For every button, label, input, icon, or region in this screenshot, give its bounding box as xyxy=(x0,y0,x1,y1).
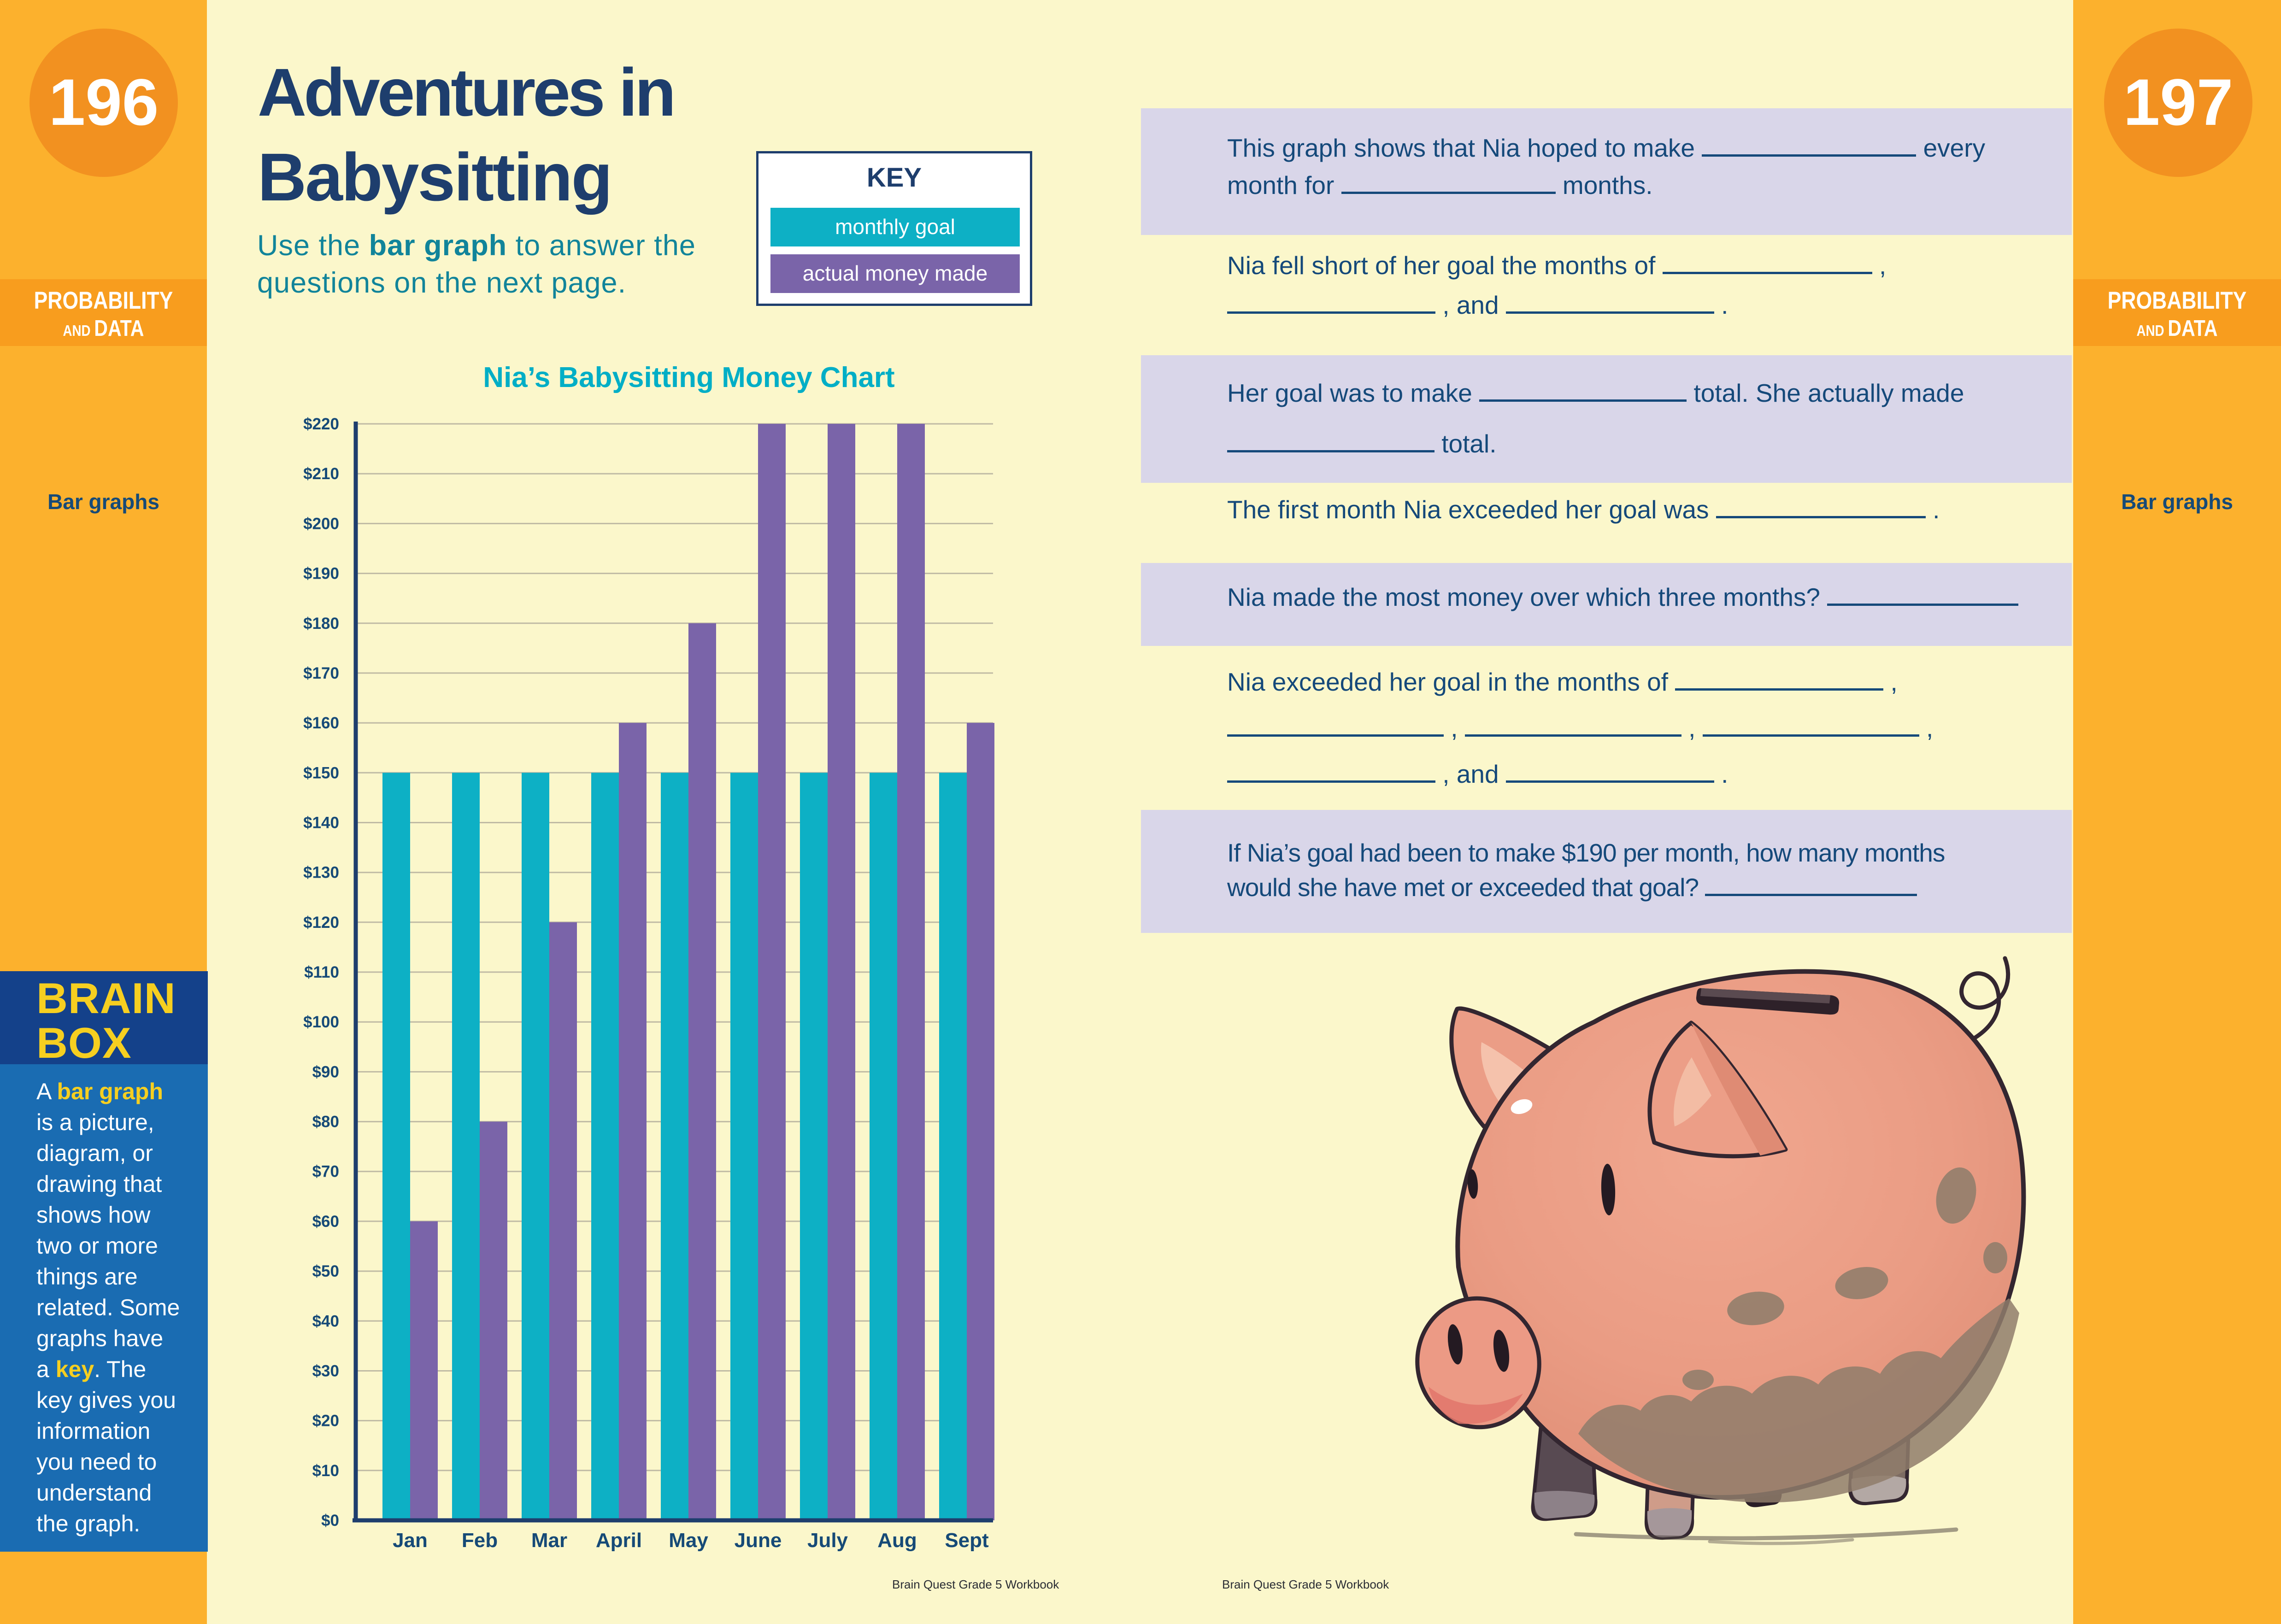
svg-text:Sept: Sept xyxy=(945,1529,989,1552)
svg-text:$110: $110 xyxy=(304,963,339,981)
svg-text:$200: $200 xyxy=(303,515,339,533)
svg-text:$20: $20 xyxy=(312,1412,339,1430)
svg-text:Jan: Jan xyxy=(393,1529,428,1552)
svg-text:June: June xyxy=(735,1529,782,1552)
svg-text:$150: $150 xyxy=(303,764,339,782)
svg-text:$120: $120 xyxy=(303,914,339,932)
svg-text:$10: $10 xyxy=(312,1462,339,1480)
svg-text:$220: $220 xyxy=(303,415,339,433)
svg-text:$100: $100 xyxy=(303,1013,339,1031)
svg-text:$170: $170 xyxy=(303,664,339,682)
svg-text:$160: $160 xyxy=(303,714,339,732)
svg-text:$0: $0 xyxy=(321,1512,339,1530)
svg-text:$70: $70 xyxy=(312,1163,339,1181)
svg-text:$190: $190 xyxy=(303,565,339,583)
svg-text:$130: $130 xyxy=(303,864,339,882)
svg-text:Feb: Feb xyxy=(462,1529,498,1552)
svg-text:$60: $60 xyxy=(312,1213,339,1231)
svg-text:Nia’s Babysitting Money Chart: Nia’s Babysitting Money Chart xyxy=(483,362,894,393)
svg-text:July: July xyxy=(807,1529,848,1552)
svg-text:$30: $30 xyxy=(312,1362,339,1380)
svg-text:Aug: Aug xyxy=(877,1529,917,1552)
svg-text:Mar: Mar xyxy=(531,1529,567,1552)
svg-text:$90: $90 xyxy=(312,1063,339,1081)
svg-text:$210: $210 xyxy=(303,465,339,483)
svg-text:April: April xyxy=(596,1529,642,1552)
svg-text:$50: $50 xyxy=(312,1262,339,1280)
svg-text:$80: $80 xyxy=(312,1113,339,1131)
svg-text:$40: $40 xyxy=(312,1312,339,1330)
svg-text:$140: $140 xyxy=(303,814,339,832)
svg-text:May: May xyxy=(669,1529,708,1552)
svg-text:$180: $180 xyxy=(303,615,339,633)
